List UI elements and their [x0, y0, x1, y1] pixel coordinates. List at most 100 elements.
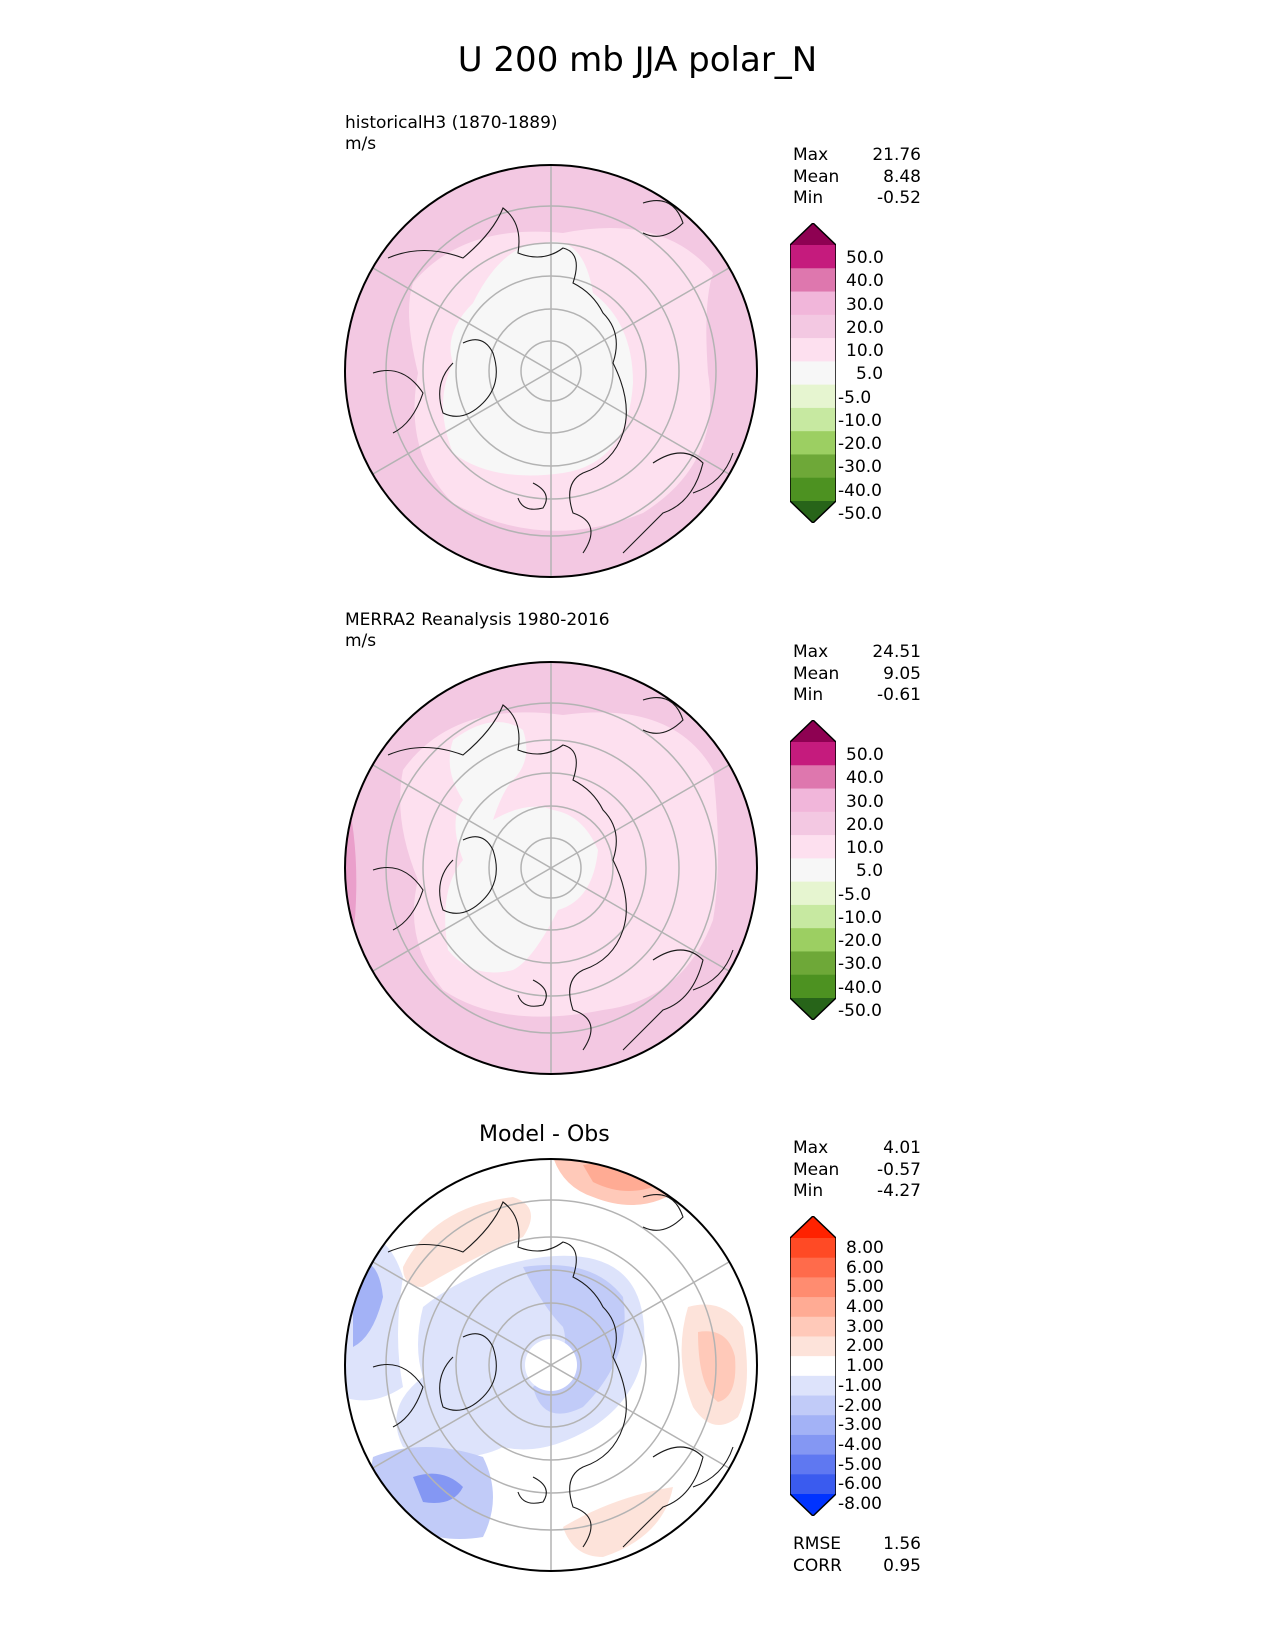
mean-value: 9.05 — [883, 663, 921, 684]
max-label: Max — [793, 1138, 829, 1158]
map-fill-near-zero — [443, 241, 633, 476]
colorbar-tick-label: -8.00 — [838, 1494, 882, 1514]
colorbar-block — [790, 314, 836, 339]
panel3-title: Model - Obs — [479, 1122, 610, 1147]
colorbar-block — [790, 811, 836, 836]
colorbar-tick-label: 30.0 — [846, 791, 884, 812]
colorbar-tick-label: -10.0 — [838, 410, 882, 431]
colorbar-tick-label: 50.0 — [846, 248, 884, 268]
colorbar-tick-label: 3.00 — [846, 1316, 884, 1337]
mean-label: Mean — [793, 1159, 840, 1180]
colorbar-tick-label: -20.0 — [838, 931, 882, 952]
mean-label: Mean — [793, 166, 840, 187]
panel3-colorbar — [790, 1216, 836, 1516]
colorbar-tick-label: 5.0 — [856, 861, 884, 882]
colorbar-block — [790, 1277, 836, 1298]
colorbar-block — [790, 1356, 836, 1377]
graticule — [372, 662, 730, 1074]
panel2-unit-label: m/s — [345, 631, 377, 651]
min-value: -0.52 — [877, 188, 921, 208]
panel2-polar-map — [344, 661, 758, 1075]
colorbar-tick-label: -10.0 — [838, 907, 882, 928]
colorbar-tick-label: 40.0 — [846, 271, 884, 292]
colorbar-block — [790, 477, 836, 502]
colorbar-tick-label: -4.00 — [838, 1434, 882, 1455]
colorbar-extend-top — [790, 223, 836, 245]
colorbar-tick-label: -5.0 — [838, 884, 872, 905]
colorbar-block — [790, 835, 836, 859]
colorbar-tick-label: 50.0 — [846, 745, 884, 765]
colorbar-tick-label: -40.0 — [838, 480, 882, 501]
colorbar-block — [790, 268, 836, 293]
colorbar-tick-label: 1.00 — [846, 1356, 884, 1377]
max-value: 21.76 — [872, 145, 921, 165]
colorbar-block — [790, 1474, 836, 1495]
colorbar-tick-label: -50.0 — [838, 504, 882, 524]
colorbar-block — [790, 361, 836, 386]
colorbar-tick-label: -6.00 — [838, 1474, 882, 1495]
min-value: -4.27 — [877, 1181, 921, 1201]
map-fill-near-zero — [445, 722, 598, 973]
colorbar-tick-label: -5.00 — [838, 1454, 882, 1475]
colorbar-tick-label: -30.0 — [838, 954, 882, 975]
colorbar-tick-label: 10.0 — [846, 341, 884, 362]
colorbar-block — [790, 904, 836, 929]
colorbar-block — [790, 1257, 836, 1278]
colorbar-block — [790, 1375, 836, 1397]
colorbar-block — [790, 951, 836, 976]
colorbar-block — [790, 1238, 836, 1259]
map-border — [344, 1158, 758, 1572]
colorbar-block — [790, 454, 836, 479]
panel2-subtitle: MERRA2 Reanalysis 1980-2016 m/s — [345, 610, 610, 652]
colorbar-block — [790, 881, 836, 906]
max-value: 4.01 — [883, 1138, 921, 1158]
colorbar-block — [790, 788, 836, 813]
colorbar-tick-label: -2.00 — [838, 1395, 882, 1416]
colorbar-block — [790, 1395, 836, 1416]
colorbar-block — [790, 858, 836, 883]
panel1-colorbar — [790, 223, 836, 523]
colorbar-tick-label: 5.00 — [846, 1277, 884, 1298]
colorbar-tick-label: -50.0 — [838, 1001, 882, 1021]
map-border — [344, 661, 758, 1075]
colorbar-extend-top — [790, 720, 836, 742]
colorbar-extend-bottom — [790, 998, 836, 1020]
colorbar-tick-label: 10.0 — [846, 838, 884, 859]
colorbar-block — [790, 338, 836, 362]
min-label: Min — [793, 685, 824, 705]
max-label: Max — [793, 145, 829, 165]
colorbar-tick-label: 4.00 — [846, 1297, 884, 1318]
colorbar-block — [790, 407, 836, 432]
panel1-stats: Max 21.76 Mean 8.48 Min -0.52 — [793, 145, 921, 210]
colorbar-tick-label: 8.00 — [846, 1238, 884, 1258]
colorbar-tick-label: -5.0 — [838, 387, 872, 408]
colorbar-tick-label: 30.0 — [846, 294, 884, 315]
colorbar-tick-label: 20.0 — [846, 317, 884, 338]
colorbar-block — [790, 928, 836, 952]
corr-label: CORR — [793, 1555, 842, 1576]
colorbar-tick-label: -1.00 — [838, 1375, 882, 1396]
colorbar-tick-label: -30.0 — [838, 457, 882, 478]
panel1-unit-label: m/s — [345, 134, 377, 154]
panel2-colorbar — [790, 720, 836, 1020]
colorbar-tick-label: 40.0 — [846, 768, 884, 789]
rmse-label: RMSE — [793, 1534, 842, 1554]
colorbar-block — [790, 1454, 836, 1475]
colorbar-block — [790, 1415, 836, 1436]
panel2-obs-label: MERRA2 Reanalysis 1980-2016 — [345, 610, 610, 630]
colorbar-block — [790, 431, 836, 455]
colorbar-block — [790, 974, 836, 999]
mean-value: 8.48 — [883, 166, 921, 187]
panel3-error-stats: RMSE 1.56 CORR 0.95 — [793, 1534, 921, 1577]
mean-label: Mean — [793, 663, 840, 684]
colorbar-block — [790, 1297, 836, 1318]
panel1-polar-map — [344, 164, 758, 578]
map-border — [344, 164, 758, 578]
rmse-value: 1.56 — [883, 1534, 921, 1554]
colorbar-block — [790, 384, 836, 409]
colorbar-extend-top — [790, 1216, 836, 1238]
figure-title: U 200 mb JJA polar_N — [457, 40, 818, 80]
panel1-subtitle: historicalH3 (1870-1889) m/s — [345, 113, 558, 155]
colorbar-blocks — [790, 720, 836, 1020]
min-label: Min — [793, 1181, 824, 1201]
